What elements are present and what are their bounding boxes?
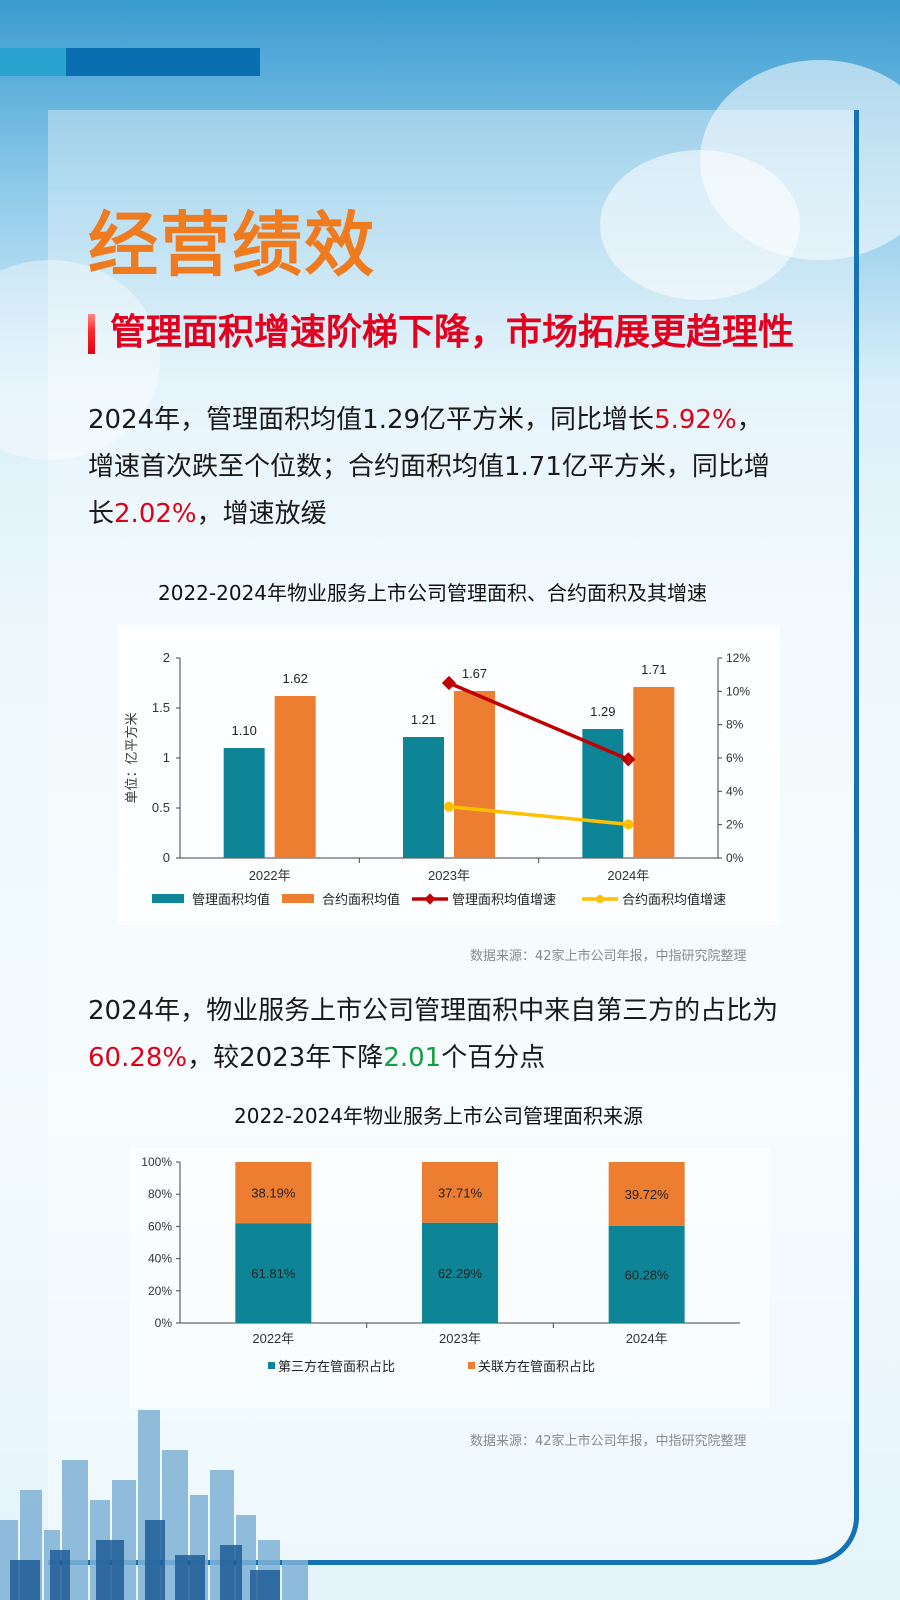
x-tick-label: 2024年 bbox=[626, 1331, 668, 1346]
chart1-source: 数据来源：42家上市公司年报，中指研究院整理 bbox=[470, 949, 747, 964]
x-tick-label: 2024年 bbox=[607, 868, 649, 883]
stacked-bar-related-party bbox=[422, 1162, 498, 1223]
y-tick-label: 1.5 bbox=[152, 700, 170, 715]
paragraph-text: 个百分点 bbox=[441, 1043, 546, 1073]
x-tick-label: 2022年 bbox=[249, 868, 291, 883]
paragraph-text: ，增速放缓 bbox=[196, 499, 327, 529]
x-tick-label: 2022年 bbox=[252, 1331, 294, 1346]
header-bar-light bbox=[0, 48, 66, 76]
line-managed-growth bbox=[448, 681, 630, 761]
y2-tick-label: 2% bbox=[726, 818, 744, 832]
bar-data-label: 1.21 bbox=[411, 712, 436, 727]
y-tick-label: 0.5 bbox=[152, 800, 170, 815]
legend-swatch bbox=[468, 1362, 475, 1369]
stacked-bar-related-party bbox=[608, 1162, 685, 1226]
cloud-decoration bbox=[600, 150, 800, 300]
y-axis-label: 单位：亿平方米 bbox=[124, 712, 139, 803]
y-tick-label: 0% bbox=[155, 1316, 173, 1330]
legend-label: 合约面积均值增速 bbox=[622, 892, 726, 907]
y-tick-label: 60% bbox=[148, 1219, 172, 1233]
x-tick-label: 2023年 bbox=[439, 1331, 481, 1346]
city-skyline-illustration bbox=[0, 1410, 308, 1600]
header-bar-dark bbox=[66, 48, 260, 76]
legend-label: 管理面积均值增速 bbox=[452, 892, 556, 907]
bar-contracted-area bbox=[274, 696, 316, 858]
bar-managed-area bbox=[582, 729, 624, 858]
bar-managed-area bbox=[403, 737, 444, 858]
bar-data-label: 1.62 bbox=[283, 671, 308, 686]
paragraph-text: ，增速首次跌至个位数；合约面积均值1.71亿平方米，同比增长 bbox=[88, 405, 770, 529]
x-tick-label: 2023年 bbox=[428, 868, 470, 883]
legend-swatch bbox=[282, 894, 314, 903]
bar-contracted-area bbox=[454, 691, 495, 858]
page-title: 经营绩效 bbox=[88, 204, 376, 286]
y-tick-label: 40% bbox=[148, 1252, 172, 1266]
y2-tick-label: 10% bbox=[726, 684, 750, 698]
y2-tick-label: 12% bbox=[726, 651, 750, 665]
paragraph-text: ，较2023年下降 bbox=[187, 1043, 384, 1073]
bar-managed-area bbox=[223, 748, 265, 858]
chart2-source: 数据来源：42家上市公司年报，中指研究院整理 bbox=[470, 1434, 747, 1449]
chart1-title: 2022-2024年物业服务上市公司管理面积、合约面积及其增速 bbox=[158, 581, 708, 605]
y2-tick-label: 6% bbox=[726, 751, 744, 765]
y2-tick-label: 8% bbox=[726, 718, 744, 732]
y2-tick-label: 4% bbox=[726, 784, 744, 798]
y-tick-label: 20% bbox=[148, 1284, 172, 1298]
paragraph-text: 2024年，管理面积均值1.29亿平方米，同比增长 bbox=[88, 405, 655, 435]
legend-label: 合约面积均值 bbox=[322, 892, 400, 907]
bar-data-label: 38.19% bbox=[251, 1186, 296, 1201]
highlight-growth-rate: 2.02% bbox=[114, 499, 197, 529]
highlight-decline: 2.01 bbox=[383, 1043, 442, 1073]
y2-tick-label: 0% bbox=[726, 851, 744, 865]
line-contracted-growth bbox=[448, 804, 629, 827]
line-point-managed-growth bbox=[441, 675, 457, 691]
area-growth-chart: 0 0.5 1 1.5 2 0% 2% 4% 6% 8% 10% 12% 单位：亿平方米 2022年 202… bbox=[124, 650, 750, 907]
paragraph-text: 2024年，物业服务上市公司管理面积中来自第三方的占比为 bbox=[88, 996, 779, 1026]
chart2-container: 0% 20% 40% 60% 80% 100% 2022年 61.81% 38.19% 2023年… bbox=[130, 1148, 770, 1408]
y-tick-label: 100% bbox=[141, 1155, 172, 1169]
stacked-bar-third-party bbox=[235, 1223, 312, 1323]
y-tick-label: 0 bbox=[163, 850, 170, 865]
stacked-bar-third-party bbox=[422, 1222, 498, 1323]
legend-swatch bbox=[268, 1362, 275, 1369]
bar-data-label: 60.28% bbox=[625, 1267, 670, 1282]
legend-swatch bbox=[152, 894, 184, 903]
stacked-bar-related-party bbox=[235, 1162, 312, 1224]
stacked-bar-third-party bbox=[608, 1225, 685, 1323]
line-point-contracted-growth bbox=[444, 801, 454, 812]
bar-data-label: 62.29% bbox=[438, 1266, 483, 1281]
legend-label: 管理面积均值 bbox=[192, 892, 270, 907]
legend-marker bbox=[596, 895, 604, 903]
subtitle-accent-bar bbox=[88, 314, 95, 354]
line-point-contracted-growth bbox=[623, 819, 634, 830]
highlight-third-party-share: 60.28% bbox=[88, 1043, 188, 1073]
summary-paragraph-2: 2024年，物业服务上市公司管理面积中来自第三方的占比为 60.28%，较2023… bbox=[88, 988, 788, 1082]
bar-data-label: 1.71 bbox=[641, 662, 666, 677]
bar-data-label: 1.29 bbox=[590, 704, 615, 719]
bar-data-label: 1.10 bbox=[232, 723, 257, 738]
chart1-container: 0 0.5 1 1.5 2 0% 2% 4% 6% 8% 10% 12% 单位：亿平方米 2022年 202… bbox=[118, 625, 780, 925]
legend-label: 关联方在管面积占比 bbox=[478, 1359, 595, 1374]
legend-marker bbox=[424, 893, 436, 905]
y-tick-label: 2 bbox=[163, 650, 170, 665]
highlight-growth-rate: 5.92% bbox=[654, 405, 737, 435]
y-tick-label: 80% bbox=[148, 1187, 172, 1201]
legend-label: 第三方在管面积占比 bbox=[278, 1359, 395, 1374]
page-subtitle: 管理面积增速阶梯下降，市场拓展更趋理性 bbox=[110, 312, 795, 353]
summary-paragraph-1: 2024年，管理面积均值1.29亿平方米，同比增长5.92%，增速首次跌至个位数… bbox=[88, 397, 788, 538]
bar-data-label: 39.72% bbox=[625, 1187, 670, 1202]
bar-data-label: 37.71% bbox=[438, 1185, 483, 1200]
area-source-chart: 0% 20% 40% 60% 80% 100% 2022年 61.81% 38.19% 2023年… bbox=[141, 1155, 740, 1374]
line-point-managed-growth bbox=[621, 752, 636, 767]
chart2-title: 2022-2024年物业服务上市公司管理面积来源 bbox=[234, 1104, 644, 1128]
bar-data-label: 61.81% bbox=[251, 1266, 296, 1281]
bar-data-label: 1.67 bbox=[462, 666, 487, 681]
y-tick-label: 1 bbox=[163, 750, 170, 765]
bar-contracted-area bbox=[633, 687, 675, 858]
